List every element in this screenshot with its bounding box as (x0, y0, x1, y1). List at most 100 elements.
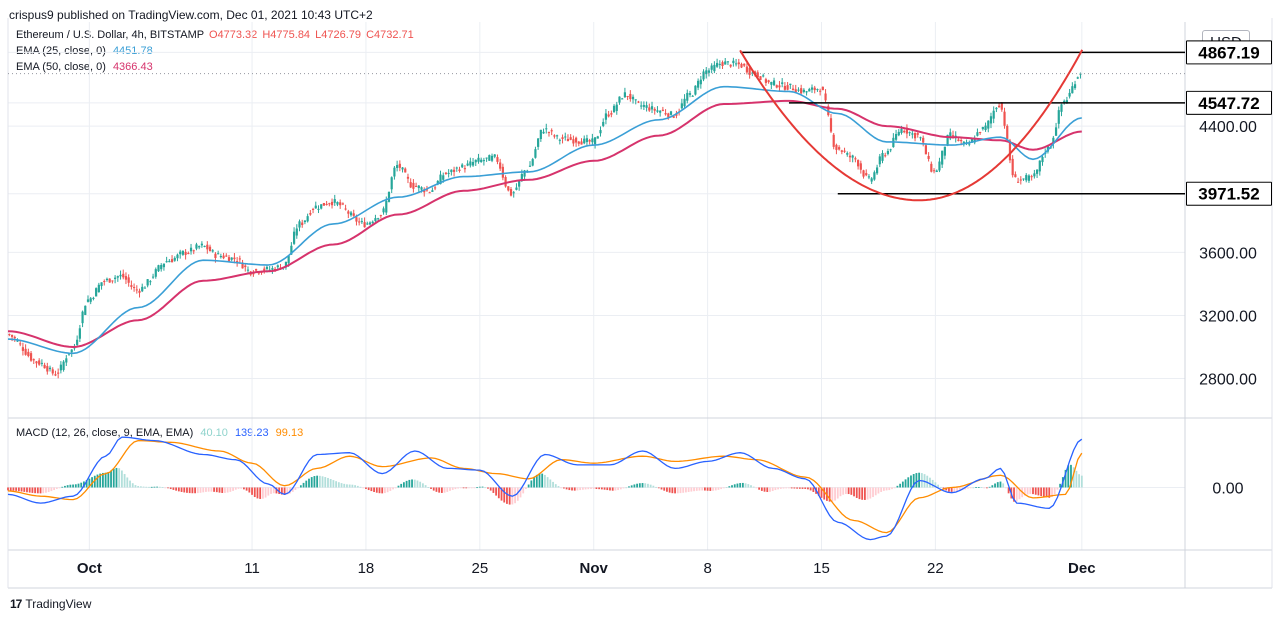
candle-body (352, 213, 355, 216)
candle-body (686, 92, 689, 101)
macd-histogram-bar (327, 477, 329, 488)
macd-histogram-bar (96, 474, 99, 488)
macd-histogram-bar (1013, 487, 1015, 502)
macd-histogram-bar (188, 487, 191, 494)
macd-histogram-bar (186, 487, 188, 493)
candle-body (46, 366, 49, 372)
macd-histogram-bar (899, 483, 902, 488)
candle-body (192, 250, 195, 252)
macd-histogram-bar (1007, 487, 1010, 494)
macd-histogram-bar (123, 474, 126, 488)
macd-histogram-bar (424, 485, 427, 488)
candle-body (813, 87, 816, 91)
candle-body (743, 63, 746, 66)
macd-histogram-bar (367, 487, 370, 491)
candle-body (406, 176, 410, 179)
macd-histogram-bar (392, 487, 394, 490)
candle-body (1033, 173, 1036, 177)
macd-histogram-bar (885, 487, 888, 491)
macd-histogram-bar (546, 477, 549, 488)
candle-body (165, 261, 168, 263)
symbol-title: Ethereum / U.S. Dollar, 4h, BITSTAMP (16, 29, 204, 41)
macd-histogram-bar (348, 484, 351, 488)
macd-histogram-bar (614, 487, 617, 491)
candle-body (558, 139, 561, 141)
candle-body (108, 278, 111, 283)
macd-histogram-bar (636, 483, 639, 488)
macd-histogram-bar (389, 487, 392, 491)
candle-body (379, 215, 382, 217)
candle-body (284, 261, 288, 268)
candle-body (306, 216, 309, 222)
candle-body (499, 162, 502, 169)
macd-histogram-bar (565, 487, 568, 490)
macd-histogram-bar (248, 487, 251, 493)
candle-body (710, 65, 713, 70)
macd-histogram-bar (421, 483, 424, 488)
macd-histogram-bar (910, 475, 912, 488)
candle-body (309, 212, 312, 215)
candle-body (656, 110, 659, 112)
candle-body (141, 286, 144, 292)
macd-histogram-bar (446, 487, 449, 492)
candle-body (187, 253, 190, 255)
candle-body (496, 157, 499, 162)
candle-body (824, 93, 827, 101)
candle-body (469, 161, 472, 166)
macd-histogram-bar (969, 487, 972, 489)
macd-histogram-bar (451, 487, 454, 490)
candle-body (105, 278, 109, 281)
macd-histogram-bar (205, 487, 207, 492)
candle-body (301, 222, 304, 226)
macd-histogram-bar (817, 487, 820, 496)
candle-body (455, 167, 458, 169)
candle-body (233, 257, 236, 260)
candle-body (317, 208, 320, 210)
macd-histogram-bar (373, 487, 375, 492)
macd-histogram-bar (438, 487, 441, 493)
candle-body (160, 265, 163, 270)
macd-histogram-bar (131, 483, 134, 488)
candle-body (466, 163, 469, 166)
macd-histogram-bar (744, 483, 747, 488)
macd-histogram-bar (755, 487, 758, 489)
candle-body (477, 157, 480, 162)
candle-body (547, 132, 551, 134)
macd-histogram-bar (1040, 487, 1043, 497)
macd-histogram-bar (321, 476, 324, 488)
candle-body (328, 203, 331, 205)
macd-histogram-bar (430, 487, 432, 489)
candle-body (246, 269, 250, 271)
candle-body (927, 155, 930, 159)
candle-body (57, 372, 60, 374)
candle-body (336, 202, 339, 205)
candle-body (461, 164, 464, 168)
macd-histogram-bar (88, 478, 91, 488)
macd-histogram-bar (102, 472, 104, 488)
candle-body (615, 104, 618, 111)
candle-body (203, 245, 206, 247)
macd-histogram-bar (50, 487, 53, 492)
candle-body (124, 276, 128, 280)
macd-histogram-bar (557, 486, 560, 488)
candle-body (27, 351, 30, 356)
candle-body (987, 120, 990, 129)
candle-body (84, 305, 87, 315)
candle-body (38, 360, 41, 365)
macd-histogram-bar (812, 487, 815, 492)
candle-body (439, 174, 442, 185)
candle-body (669, 111, 673, 115)
macd-histogram-bar (714, 487, 717, 491)
macd-histogram-bar (587, 487, 590, 490)
candle-body (520, 173, 523, 181)
candle-body (938, 161, 941, 171)
candle-body (143, 287, 147, 289)
candle-body (54, 374, 57, 376)
candle-body (1054, 127, 1058, 136)
macd-histogram-bar (210, 487, 213, 492)
candle-body (355, 217, 358, 222)
macd-histogram-bar (487, 487, 489, 489)
macd-histogram-bar (736, 483, 739, 488)
macd-histogram-bar (560, 487, 563, 489)
